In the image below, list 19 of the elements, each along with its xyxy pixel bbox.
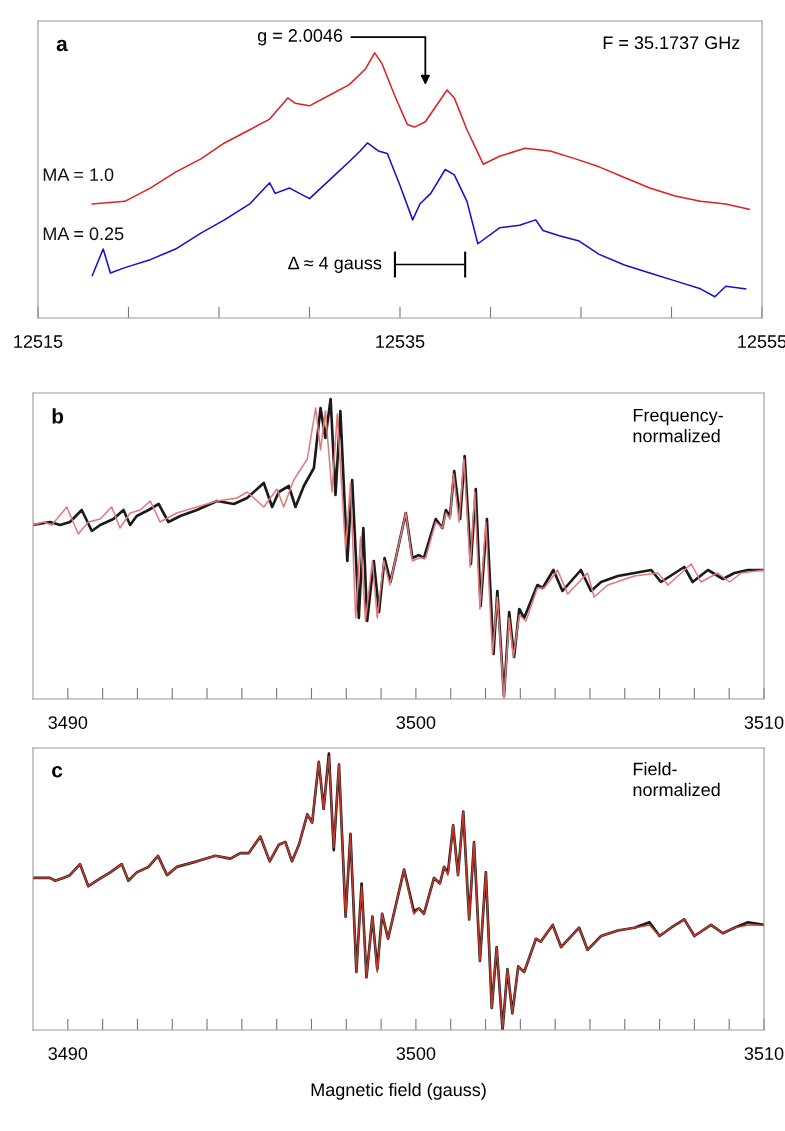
annotation: Δ ≈ 4 gauss — [288, 256, 382, 273]
x-axis-title: Magnetic field (gauss) — [311, 1082, 486, 1100]
annotation: b — [52, 408, 64, 424]
series-label: MA = 1.0 — [43, 168, 114, 182]
x-tick-label: 3510 — [744, 716, 784, 729]
x-tick-label: 3490 — [48, 716, 88, 729]
x-tick-label: 3490 — [48, 1047, 88, 1060]
text: a — [56, 39, 68, 52]
text: g = 2.0046 — [257, 29, 343, 46]
x-tick-label: 3510 — [744, 1047, 784, 1060]
annotation: Frequency- normalized — [633, 408, 723, 443]
x-tick-label: 3500 — [396, 716, 436, 729]
text: F = 35.1737 GHz — [603, 36, 740, 50]
x-tick-label: 3500 — [396, 1047, 436, 1060]
x-tick-label: 12535 — [376, 335, 425, 348]
x-tick-label: 12515 — [14, 335, 63, 348]
annotation: Field- normalized — [633, 762, 720, 797]
annotation: c — [52, 765, 63, 778]
series-label: MA = 0.25 — [43, 227, 124, 241]
